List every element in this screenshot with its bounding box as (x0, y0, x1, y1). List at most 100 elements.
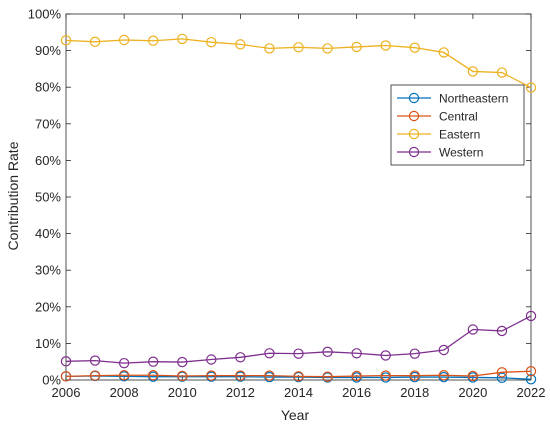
data-point (118, 357, 130, 369)
data-point (467, 370, 479, 382)
plot-frame (65, 13, 532, 381)
x-tick-label: 2016 (342, 385, 371, 400)
data-point (351, 370, 362, 382)
data-point (60, 371, 72, 382)
x-tick-label: 2012 (226, 385, 255, 400)
x-tick-label: 2022 (517, 385, 546, 400)
legend-label: Eastern (439, 127, 480, 141)
y-tick-label: 70% (35, 116, 61, 131)
series-western (60, 310, 537, 369)
x-tick-label: 2006 (52, 385, 81, 400)
legend-label: Western (439, 145, 483, 159)
data-point (322, 43, 333, 54)
data-point (525, 366, 537, 377)
legend-item-northeastern: Northeastern (397, 91, 508, 105)
data-point (438, 47, 450, 58)
data-point (235, 370, 246, 381)
data-point (89, 355, 101, 366)
legend-marker (408, 110, 420, 122)
series-central (60, 366, 537, 382)
y-tick-label: 90% (35, 43, 61, 58)
data-point (293, 42, 304, 53)
data-point (206, 354, 217, 365)
data-point (496, 325, 508, 337)
data-point (351, 348, 362, 359)
data-point (409, 370, 420, 381)
data-point (467, 324, 479, 335)
data-point (235, 352, 246, 363)
data-point (322, 346, 333, 358)
series-eastern (60, 33, 537, 93)
legend-marker (408, 146, 420, 158)
y-axis-ticks: 0% 10% 20% 30% 40% 50% 60% 70% 80% 90% 100% (28, 7, 531, 388)
plot-area (65, 13, 532, 381)
x-tick-label: 2008 (110, 385, 139, 400)
series-line (65, 315, 532, 364)
data-point (89, 36, 101, 48)
series-line (65, 375, 532, 380)
data-point (293, 371, 304, 382)
y-tick-label: 80% (35, 80, 61, 95)
data-point (322, 371, 333, 382)
series-line (65, 370, 532, 378)
x-axis-ticks: 2006 2008 2010 2012 2014 2016 2018 2020 2022 (52, 14, 546, 400)
data-point (177, 33, 188, 45)
data-point (380, 350, 391, 361)
data-point (264, 43, 275, 54)
data-point (147, 370, 159, 381)
x-tick-label: 2018 (400, 385, 429, 400)
data-point (409, 348, 420, 359)
x-axis-label: Year (281, 407, 310, 423)
x-tick-label: 2020 (458, 385, 487, 400)
data-point (264, 370, 275, 381)
y-tick-label: 20% (35, 299, 61, 314)
data-point (525, 82, 537, 93)
x-tick-label: 2010 (168, 385, 197, 400)
data-point (206, 36, 217, 48)
y-tick-label: 60% (35, 153, 61, 168)
series-northeastern (60, 370, 537, 385)
data-point (496, 372, 508, 384)
data-point (118, 370, 130, 381)
legend-item-central: Central (397, 109, 478, 123)
data-point (351, 41, 362, 53)
legend: Northeastern Central Eastern Western (390, 84, 525, 166)
y-tick-label: 10% (35, 336, 61, 351)
data-point (235, 39, 246, 50)
data-point (206, 370, 217, 381)
data-point (438, 344, 450, 356)
legend-item-eastern: Eastern (397, 127, 480, 141)
y-tick-label: 40% (35, 226, 61, 241)
data-point (118, 34, 130, 46)
y-tick-label: 100% (28, 7, 62, 22)
data-point (409, 42, 420, 53)
data-point (264, 348, 275, 359)
data-point (380, 370, 391, 381)
data-point (380, 40, 391, 51)
legend-marker (408, 92, 420, 104)
legend-label: Central (439, 109, 478, 123)
data-point (89, 370, 101, 381)
data-point (147, 356, 159, 367)
y-tick-label: 0% (42, 373, 61, 388)
data-point (438, 370, 450, 381)
data-point (60, 356, 72, 367)
data-point (147, 35, 159, 46)
y-axis-label: Contribution Rate (5, 141, 21, 250)
data-point (293, 348, 304, 359)
x-tick-label: 2014 (284, 385, 313, 400)
data-point (177, 356, 188, 368)
legend-item-western: Western (397, 145, 483, 159)
legend-label: Northeastern (439, 91, 508, 105)
series-layer (60, 33, 537, 385)
y-tick-label: 30% (35, 263, 61, 278)
data-point (496, 67, 508, 78)
data-point (496, 367, 508, 378)
data-point (525, 374, 537, 385)
legend-marker (408, 128, 420, 140)
data-point (177, 370, 188, 382)
data-point (467, 66, 479, 77)
series-line (65, 38, 532, 89)
y-tick-label: 50% (35, 190, 61, 205)
